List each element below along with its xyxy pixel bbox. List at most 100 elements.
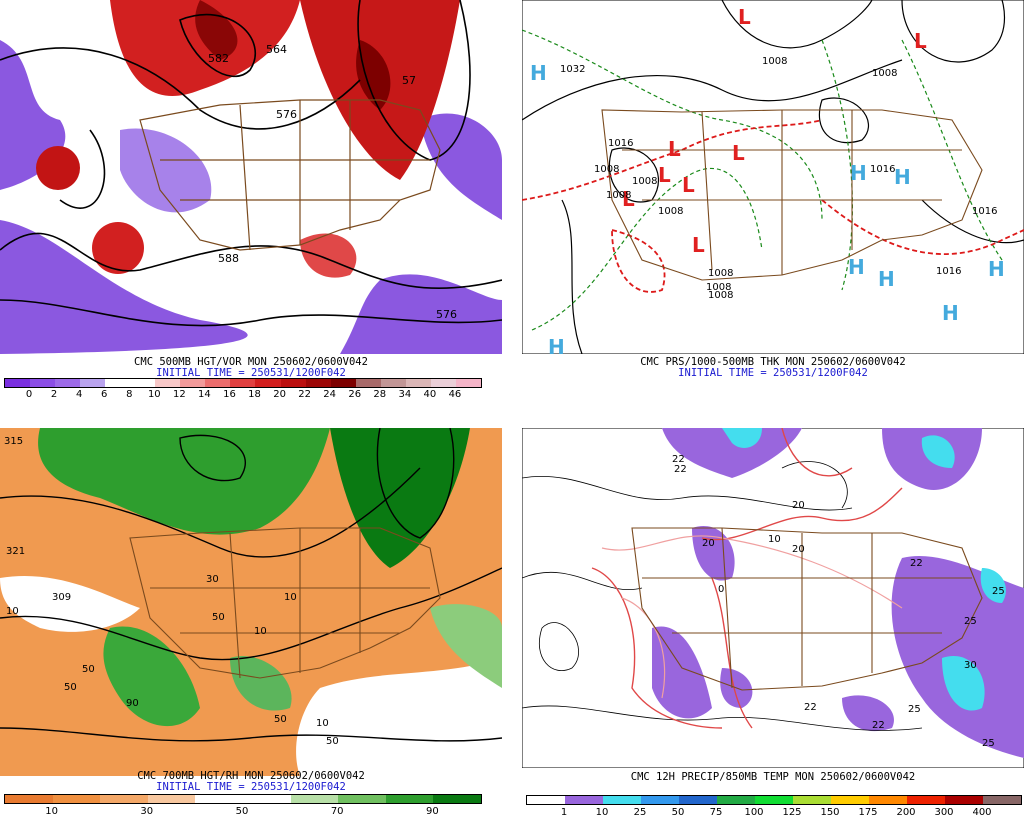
colorbar-tick-label: 12 [172, 389, 186, 400]
low-pressure-symbol: L [622, 187, 635, 211]
contour-label: 57 [402, 74, 416, 87]
high-pressure-symbol: H [942, 301, 959, 325]
contour-label: 50 [212, 612, 225, 623]
contour-label: 10 [284, 592, 297, 603]
colorbar-tick-label: 70 [330, 806, 344, 817]
colorbar-swatch [430, 379, 456, 387]
colorbar-swatch [147, 795, 196, 803]
colorbar-tick-label: 24 [323, 389, 337, 400]
colorbar-tick-label: 20 [273, 389, 286, 400]
colorbar-swatch [405, 379, 431, 387]
rh-title: CMC 700MB HGT/RH MON 250602/0600V042 [137, 770, 365, 782]
vorticity-panel: 582 564 576 576 588 57 CMC 500MB HGT/VOR… [0, 0, 502, 400]
colorbar-tick-label: 4 [75, 389, 83, 400]
colorbar-tick-label: 125 [782, 807, 802, 818]
colorbar-tick-label: 10 [595, 807, 609, 818]
colorbar-swatch [603, 796, 641, 804]
contour-label: 1008 [762, 56, 787, 67]
colorbar-tick-label: 30 [140, 806, 154, 817]
contour-label: 25 [992, 586, 1005, 597]
colorbar-swatch [869, 796, 907, 804]
colorbar-tick-label: 200 [896, 807, 916, 818]
vort-title: CMC 500MB HGT/VOR MON 250602/0600V042 [134, 356, 368, 368]
contour-label: 1008 [872, 68, 897, 79]
colorbar-swatch [831, 796, 869, 804]
rh-colorbar-ticks: 10 30 50 70 90 [4, 806, 498, 818]
contour-label: 1008 [708, 268, 733, 279]
contour-label: 582 [208, 52, 229, 65]
low-pressure-symbol: L [738, 5, 751, 29]
low-pressure-symbol: L [914, 29, 927, 53]
colorbar-tick-label: 100 [744, 807, 764, 818]
colorbar-tick-label: 400 [972, 807, 992, 818]
colorbar-tick-label: 50 [671, 807, 685, 818]
contour-label: 25 [964, 616, 977, 627]
colorbar-swatch [130, 379, 156, 387]
colorbar-swatch [100, 795, 148, 803]
contour-label: 20 [792, 500, 805, 511]
contour-label: 1008 [706, 282, 731, 293]
colorbar-tick-label: 10 [147, 389, 161, 400]
colorbar-tick-label: 14 [198, 389, 211, 400]
colorbar-swatch [385, 795, 434, 803]
colorbar-swatch [105, 379, 131, 387]
colorbar-tick-label: 0 [25, 389, 33, 400]
colorbar-tick-label: 2 [50, 389, 58, 400]
contour-label: 10 [316, 718, 329, 729]
colorbar-tick-label: 34 [398, 389, 412, 400]
low-pressure-symbol: L [732, 141, 745, 165]
contour-label: 1008 [594, 164, 619, 175]
colorbar-swatch [755, 796, 793, 804]
humidity-panel: 315 321 309 10 10 50 30 50 90 10 50 10 5… [0, 428, 502, 828]
vort-init-time: INITIAL TIME = 250531/1200F042 [156, 367, 346, 379]
colorbar-swatch [242, 795, 291, 803]
colorbar-swatch [455, 379, 481, 387]
colorbar-swatch [565, 796, 603, 804]
pres-init-time: INITIAL TIME = 250531/1200F042 [678, 367, 868, 379]
contour-label: 50 [274, 714, 287, 725]
contour-label: 309 [52, 592, 71, 603]
colorbar-tick-label: 16 [223, 389, 236, 400]
contour-label: 1016 [972, 206, 997, 217]
colorbar-swatch [255, 379, 281, 387]
contour-label: 10 [768, 534, 781, 545]
colorbar-swatch [527, 796, 565, 804]
colorbar-swatch [80, 379, 106, 387]
colorbar-tick-label: 50 [235, 806, 249, 817]
contour-label: 22 [804, 702, 817, 713]
precip-colorbar-ticks: 1 10 25 50 75 100 125 150 175 200 300 400 [526, 807, 1020, 819]
colorbar-swatch [205, 379, 231, 387]
colorbar-tick-label: 1 [560, 807, 568, 818]
low-pressure-symbol: L [692, 233, 705, 257]
low-pressure-symbol: L [668, 137, 681, 161]
colorbar-swatch [230, 379, 256, 387]
low-pressure-symbol: L [658, 163, 671, 187]
colorbar-swatch [641, 796, 679, 804]
high-pressure-symbol: H [988, 257, 1005, 281]
colorbar-swatch [907, 796, 945, 804]
colorbar-tick-label: 10 [45, 806, 58, 817]
precip-panel: 22 20 20 10 20 0 22 25 22 25 22 22 30 25… [522, 428, 1024, 828]
contour-label: 10 [254, 626, 267, 637]
colorbar-tick-label: 46 [448, 389, 462, 400]
precip-map: 22 20 20 10 20 0 22 25 22 25 22 22 30 25… [522, 428, 1024, 768]
colorbar-swatch [52, 795, 101, 803]
precip-colorbar [526, 795, 1022, 805]
colorbar-swatch [55, 379, 81, 387]
colorbar-swatch [5, 379, 31, 387]
high-pressure-symbol: H [878, 267, 895, 291]
colorbar-swatch [945, 796, 983, 804]
colorbar-swatch [290, 795, 339, 803]
contour-label: 22 [910, 558, 923, 569]
contour-label: 321 [6, 546, 25, 557]
colorbar-tick-label: 8 [126, 389, 133, 400]
humidity-map: 315 321 309 10 10 50 30 50 90 10 50 10 5… [0, 428, 502, 776]
colorbar-swatch [679, 796, 717, 804]
contour-label: 564 [266, 43, 287, 56]
colorbar-swatch [793, 796, 831, 804]
high-pressure-symbol: H [530, 61, 547, 85]
colorbar-swatch [5, 795, 53, 803]
contour-label: 315 [4, 436, 23, 447]
colorbar-swatch [433, 795, 481, 803]
contour-label: 50 [64, 682, 77, 693]
